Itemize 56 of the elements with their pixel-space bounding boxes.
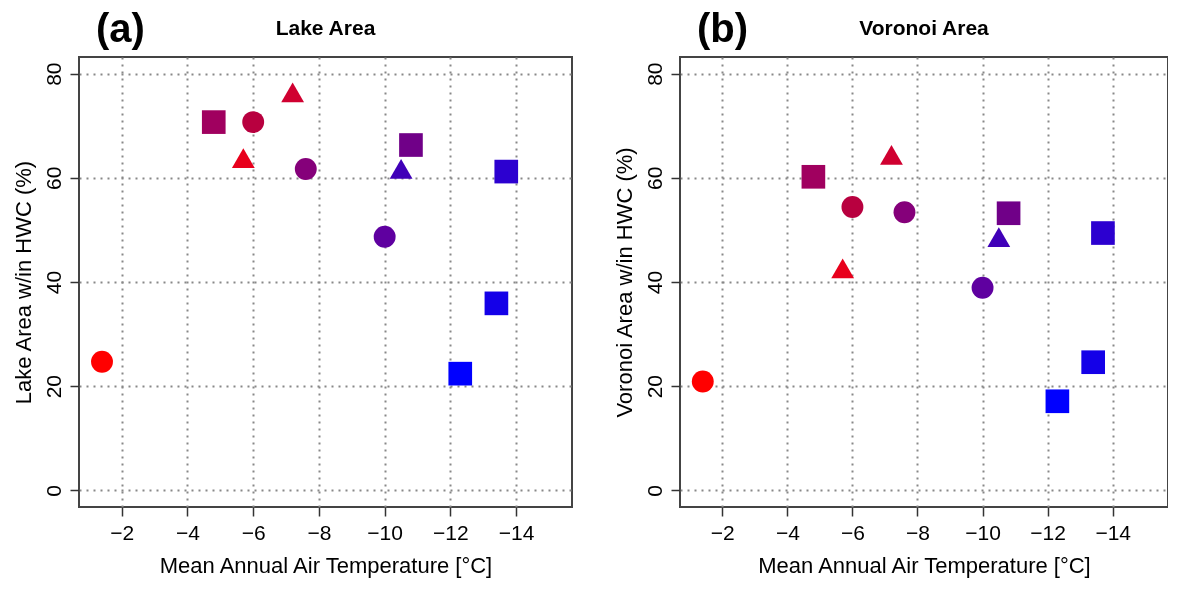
x-axis-title: Mean Annual Air Temperature [°C] <box>159 552 493 578</box>
x-tick-label: −8 <box>307 520 332 544</box>
point <box>242 111 265 134</box>
point <box>294 158 317 180</box>
y-tick-label: 60 <box>41 166 65 191</box>
point <box>691 370 714 393</box>
point <box>484 291 509 316</box>
point <box>201 110 226 134</box>
y-tick-label: 80 <box>41 62 65 86</box>
text: (a) <box>96 6 145 50</box>
y-tick-label: 0 <box>642 484 666 497</box>
point <box>841 196 864 218</box>
x-tick-label: −4 <box>175 520 201 544</box>
x-tick-label: −12 <box>1030 520 1066 544</box>
point <box>281 82 305 103</box>
x-axis-title: Mean Annual Air Temperature [°C] <box>758 552 1091 578</box>
x-tick-label: −4 <box>775 520 801 544</box>
point <box>801 164 826 189</box>
point <box>1081 350 1106 375</box>
point <box>389 159 413 179</box>
x-tick-label: −14 <box>1095 520 1132 544</box>
point <box>399 133 423 157</box>
point <box>987 227 1011 248</box>
y-axis-title: Voronoi Area w/in HWC (%) <box>611 147 637 418</box>
y-tick-label: 0 <box>41 484 65 497</box>
y-tick-label: 40 <box>642 270 666 295</box>
x-tick-label: −8 <box>906 520 930 544</box>
point <box>893 201 916 224</box>
y-axis-title: Lake Area w/in HWC (%) <box>10 160 36 405</box>
x-tick-label: −6 <box>241 520 266 544</box>
point <box>373 225 396 248</box>
x-tick-label: −14 <box>498 520 535 544</box>
y-tick-label: 40 <box>41 270 65 295</box>
point <box>1045 389 1070 414</box>
y-tick-label: 60 <box>642 166 666 191</box>
point <box>1091 221 1115 245</box>
x-tick-label: −6 <box>840 520 865 544</box>
point <box>494 159 519 184</box>
x-tick-label: −12 <box>433 520 469 544</box>
point <box>91 350 113 373</box>
chart-title: Lake Area <box>275 16 376 39</box>
y-tick-label: 20 <box>642 374 666 399</box>
x-tick-label: −10 <box>965 520 1001 544</box>
y-tick-label: 80 <box>642 62 666 86</box>
point <box>831 258 855 279</box>
point <box>880 145 903 165</box>
point <box>971 276 994 299</box>
x-tick-label: −2 <box>110 520 135 544</box>
point <box>996 201 1021 226</box>
x-tick-label: −10 <box>367 520 403 544</box>
y-tick-label: 20 <box>41 374 65 399</box>
point <box>231 148 255 168</box>
chart-title: Voronoi Area <box>859 16 990 39</box>
point <box>448 361 473 386</box>
text: (b) <box>697 6 749 50</box>
x-tick-label: −2 <box>710 520 735 544</box>
